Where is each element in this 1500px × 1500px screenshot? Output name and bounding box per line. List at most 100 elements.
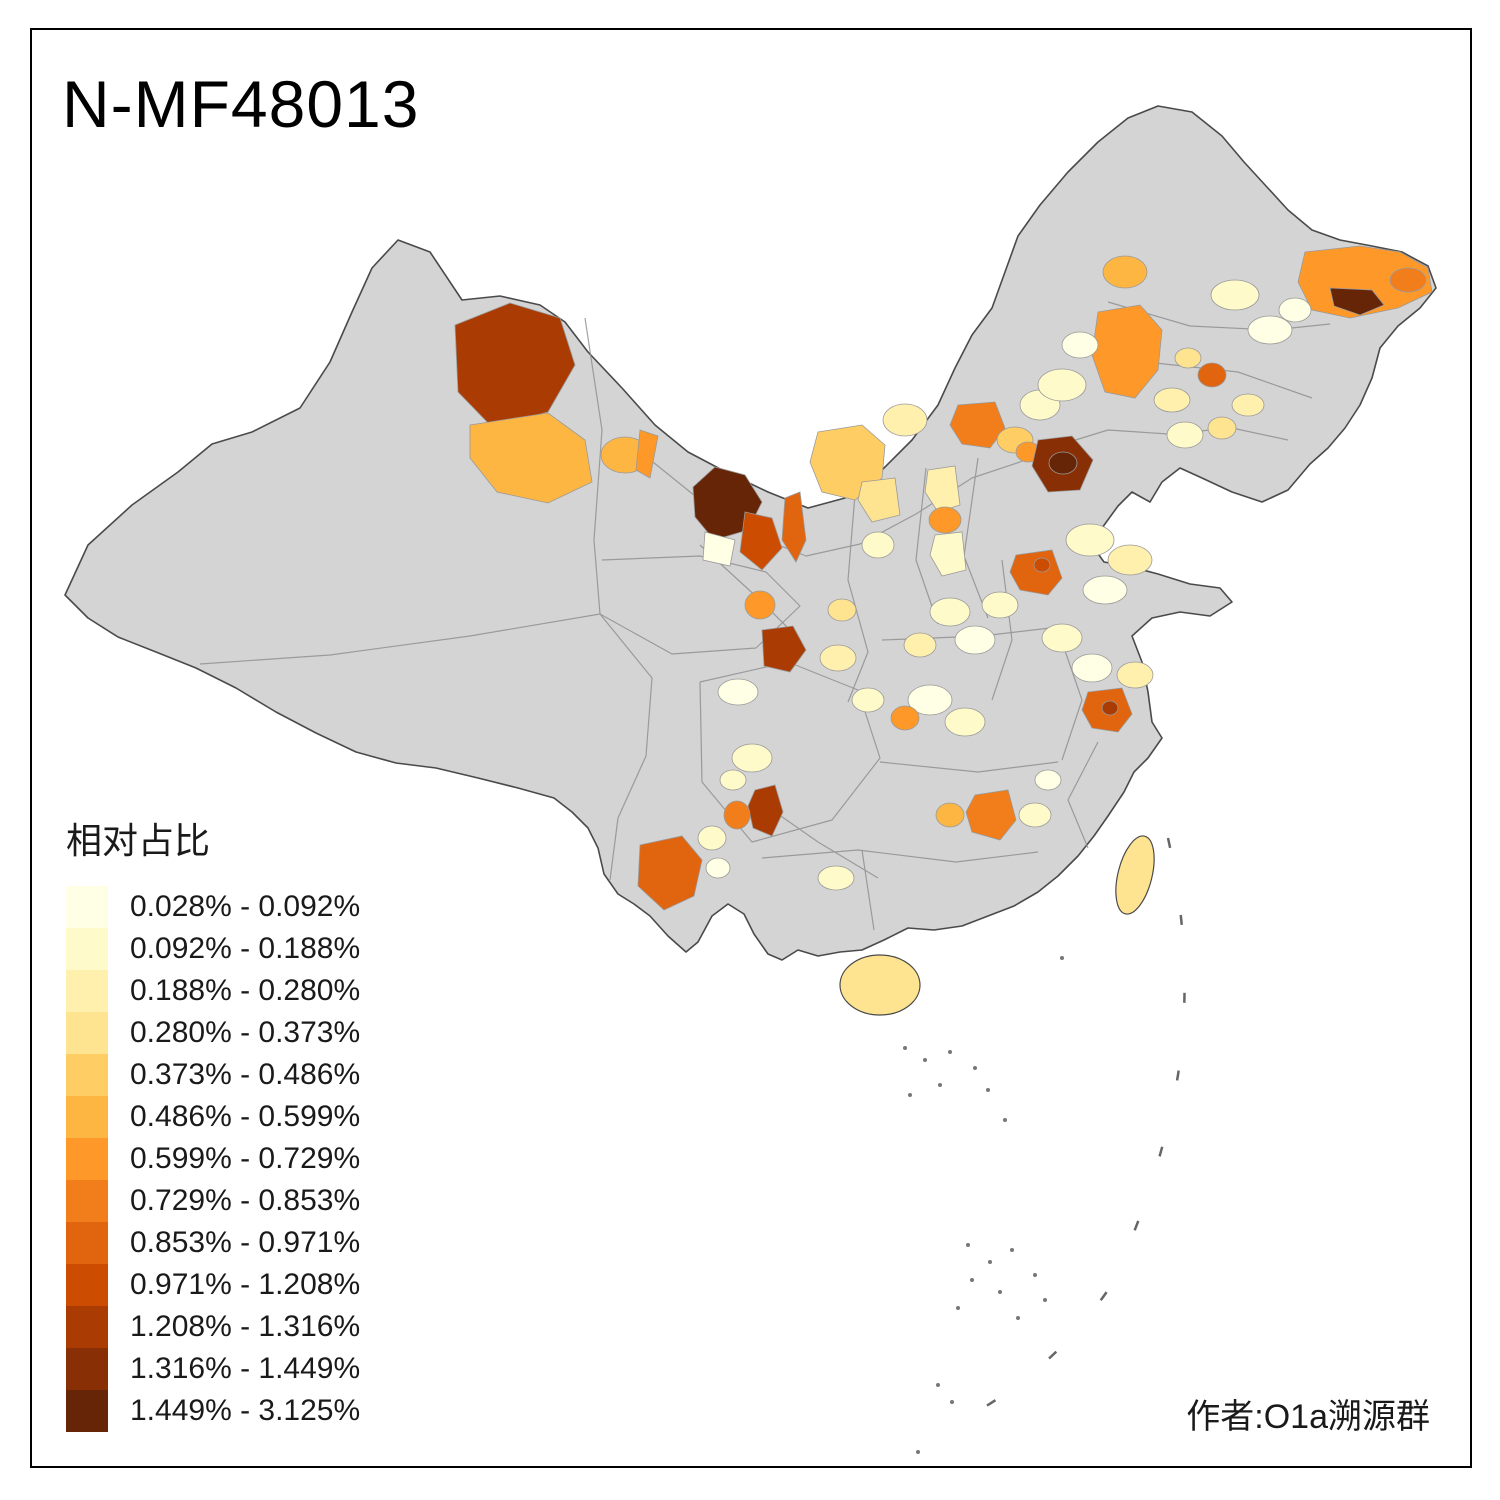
map-region-patch xyxy=(723,800,751,830)
map-region-patch xyxy=(817,865,855,891)
nine-dash-line xyxy=(961,837,1186,1422)
map-region-patch xyxy=(637,835,703,911)
legend-label: 0.280% - 0.373% xyxy=(130,1016,361,1049)
legend-swatch xyxy=(66,1096,108,1138)
map-region-patch xyxy=(717,678,759,706)
legend-item: 1.449% - 3.125% xyxy=(66,1390,360,1432)
map-region-patch xyxy=(903,632,937,658)
map-region-patch xyxy=(747,784,784,837)
map-region-patch xyxy=(744,590,776,620)
map-region-patch xyxy=(1166,421,1204,449)
map-region-patch xyxy=(454,302,576,428)
map-region-patch xyxy=(949,401,1006,449)
map-region-patch xyxy=(1231,393,1265,417)
legend-label: 0.188% - 0.280% xyxy=(130,974,361,1007)
map-region-patch xyxy=(929,597,971,627)
map-region-patch xyxy=(1297,245,1433,319)
map-region-patch xyxy=(1041,623,1083,653)
sea-island-dots xyxy=(903,956,1064,1454)
map-region-patch xyxy=(981,591,1019,619)
map-region-patch xyxy=(882,403,928,437)
map-region-patch xyxy=(1082,575,1128,605)
map-region-patch xyxy=(1034,769,1062,791)
map-region-patch xyxy=(929,531,967,577)
map-region-patch xyxy=(1247,315,1293,345)
legend-item: 0.280% - 0.373% xyxy=(66,1012,360,1054)
map-region-patch xyxy=(1278,297,1312,323)
map-region-patch xyxy=(731,743,773,773)
legend-swatch xyxy=(66,970,108,1012)
legend-label: 0.853% - 0.971% xyxy=(130,1226,361,1259)
map-region-patch xyxy=(702,531,736,567)
legend-item: 0.188% - 0.280% xyxy=(66,970,360,1012)
legend-item: 0.028% - 0.092% xyxy=(66,886,360,928)
map-region-patch xyxy=(851,687,885,713)
legend-swatch xyxy=(66,1054,108,1096)
taiwan-region xyxy=(1115,835,1155,915)
legend-label: 1.316% - 1.449% xyxy=(130,1352,361,1385)
map-region-patch xyxy=(890,705,920,731)
map-region-patch xyxy=(705,857,731,879)
map-region-patch xyxy=(907,684,953,716)
map-region-patch xyxy=(781,491,807,563)
map-region-patch xyxy=(1048,451,1078,475)
legend-item: 0.486% - 0.599% xyxy=(66,1096,360,1138)
legend-swatch xyxy=(66,928,108,970)
legend-swatch xyxy=(66,1264,108,1306)
map-region-patch xyxy=(857,477,901,523)
legend-swatch xyxy=(66,1390,108,1432)
legend-swatch xyxy=(66,1138,108,1180)
map-region-patch xyxy=(1102,255,1148,289)
map-region-patch xyxy=(1210,279,1260,311)
map-region-patch xyxy=(1207,416,1237,440)
legend-swatch xyxy=(66,1012,108,1054)
map-region-patch xyxy=(861,531,895,559)
legend-label: 0.486% - 0.599% xyxy=(130,1100,361,1133)
map-region-patch xyxy=(944,707,986,737)
map-region-patch xyxy=(1101,700,1119,716)
map-region-patch xyxy=(1065,523,1115,557)
attribution-text: 作者:O1a溯源群 xyxy=(1186,1398,1430,1436)
map-region-patch xyxy=(1153,387,1191,413)
map-region-patch xyxy=(935,802,965,828)
legend-swatch xyxy=(66,1348,108,1390)
legend-label: 1.449% - 3.125% xyxy=(130,1394,361,1427)
legend-item: 0.092% - 0.188% xyxy=(66,928,360,970)
legend-item: 0.599% - 0.729% xyxy=(66,1138,360,1180)
legend-label: 0.092% - 0.188% xyxy=(130,932,361,965)
map-region-patch xyxy=(761,625,807,673)
legend-label: 0.373% - 0.486% xyxy=(130,1058,361,1091)
legend: 相对占比 0.028% - 0.092% 0.092% - 0.188% 0.1… xyxy=(66,812,360,1432)
legend-label: 0.028% - 0.092% xyxy=(130,890,361,923)
map-region-patch xyxy=(1037,368,1087,402)
hainan-region xyxy=(839,954,921,1016)
map-region-patch xyxy=(1389,267,1427,293)
map-region-patch xyxy=(819,644,857,672)
map-region-patch xyxy=(827,598,857,622)
map-region-patch xyxy=(1033,557,1051,573)
legend-title: 相对占比 xyxy=(66,820,211,861)
map-region-patch xyxy=(635,429,659,479)
map-region-patch xyxy=(928,506,962,534)
legend-item: 0.971% - 1.208% xyxy=(66,1264,360,1306)
map-region-patch xyxy=(719,769,747,791)
page-title: N-MF48013 xyxy=(62,67,420,141)
map-region-patch xyxy=(1091,304,1163,399)
legend-swatch xyxy=(66,1222,108,1264)
map-region-patch xyxy=(1018,802,1052,828)
map-region-patch xyxy=(1071,653,1113,683)
legend-item: 0.853% - 0.971% xyxy=(66,1222,360,1264)
map-region-patch xyxy=(954,625,996,655)
map-region-patch xyxy=(1116,661,1154,689)
map-region-patch xyxy=(1197,362,1227,388)
map-region-patch xyxy=(697,825,727,851)
map-region-patch xyxy=(739,511,783,571)
legend-swatch xyxy=(66,1306,108,1348)
map-region-patch xyxy=(1329,287,1385,316)
legend-label: 1.208% - 1.316% xyxy=(130,1310,361,1343)
legend-item: 1.316% - 1.449% xyxy=(66,1348,360,1390)
legend-label: 0.729% - 0.853% xyxy=(130,1184,361,1217)
legend-swatch xyxy=(66,886,108,928)
